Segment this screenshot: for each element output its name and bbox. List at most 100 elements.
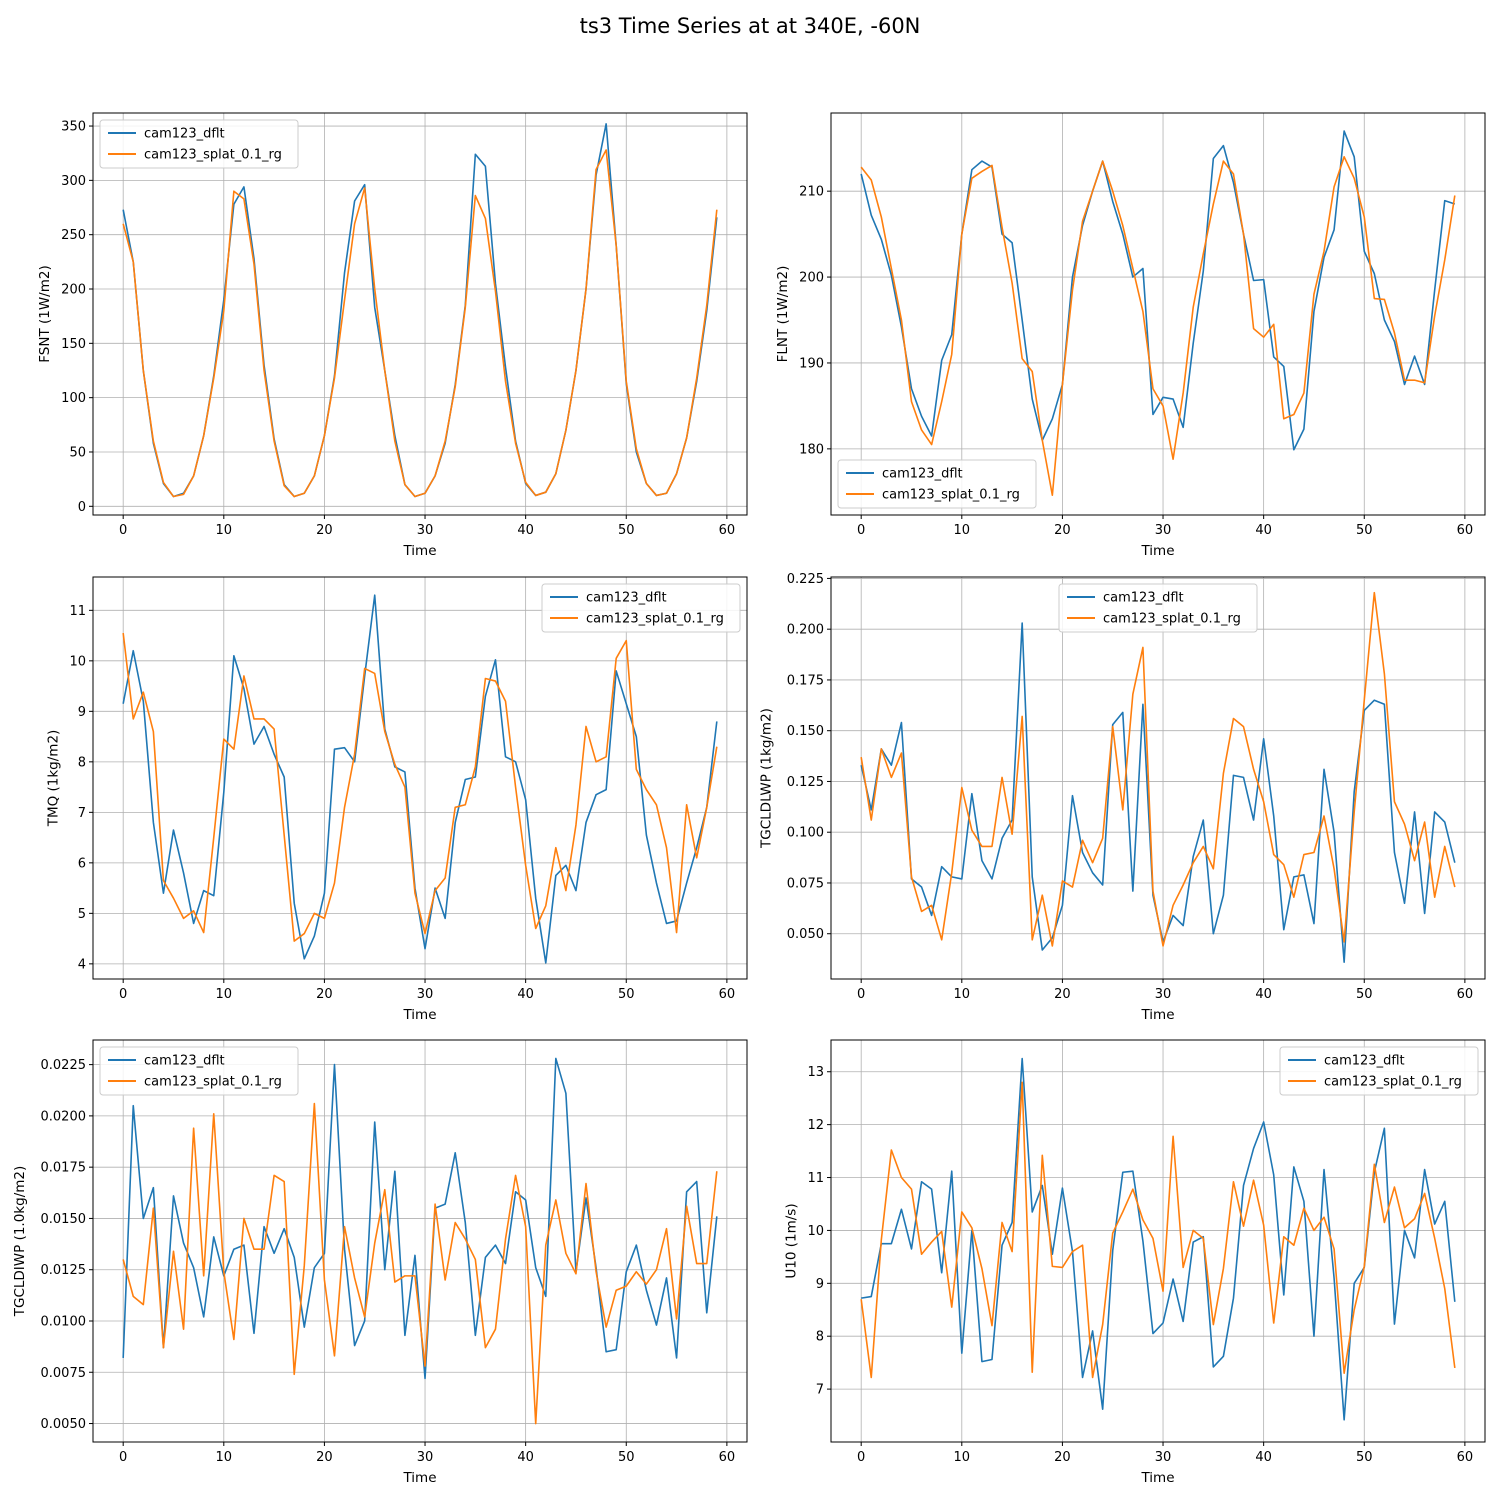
y-tick-label: 0.225 bbox=[787, 572, 824, 587]
series-line-splat bbox=[860, 1081, 1456, 1379]
legend-label: cam123_splat_0.1_rg bbox=[144, 148, 282, 163]
y-tick-label: 9 bbox=[816, 1277, 824, 1292]
x-tick-label: 10 bbox=[216, 1450, 233, 1465]
series-line-dflt bbox=[861, 1057, 1456, 1421]
x-tick-label: 20 bbox=[316, 1450, 333, 1465]
axes-frame bbox=[92, 1039, 748, 1443]
legend: cam123_dflt cam123_splat_0.1_rg bbox=[541, 583, 741, 633]
x-tick-label: 10 bbox=[954, 523, 971, 538]
y-tick-label: 10 bbox=[807, 1224, 824, 1239]
y-axis-label: TMQ (1kg/m2) bbox=[45, 730, 61, 828]
x-tick-label: 0 bbox=[857, 523, 865, 538]
legend-box bbox=[99, 1046, 299, 1096]
x-tick-label: 60 bbox=[719, 987, 736, 1002]
legend-box bbox=[1279, 1046, 1479, 1096]
x-tick-label: 60 bbox=[719, 523, 736, 538]
x-tick-label: 0 bbox=[857, 1450, 865, 1465]
x-axis-label: Time bbox=[1140, 1470, 1174, 1486]
legend-box bbox=[99, 119, 299, 169]
subplot-tgcldiwp: 0 10 20 30 40 50 60 0.0050 0.0075 0.0100 0.0125 0.0… bbox=[12, 1039, 748, 1486]
x-tick-label: 60 bbox=[719, 1450, 736, 1465]
axes-frame bbox=[830, 576, 1486, 980]
y-tick-label: 250 bbox=[61, 228, 86, 243]
x-tick-label: 20 bbox=[1054, 987, 1071, 1002]
y-tick-label: 150 bbox=[61, 337, 86, 352]
x-tick-label: 20 bbox=[316, 523, 333, 538]
y-tick-label: 0.0200 bbox=[41, 1109, 87, 1124]
series-line-splat bbox=[122, 632, 718, 942]
y-tick-label: 13 bbox=[807, 1065, 824, 1080]
x-axis-label: Time bbox=[402, 543, 436, 559]
legend: cam123_dflt cam123_splat_0.1_rg bbox=[1279, 1046, 1479, 1096]
y-tick-label: 0.0075 bbox=[41, 1366, 87, 1381]
y-tick-label: 6 bbox=[78, 856, 86, 871]
y-tick-label: 11 bbox=[807, 1171, 824, 1186]
y-tick-label: 0.0225 bbox=[41, 1058, 87, 1073]
x-tick-label: 0 bbox=[119, 987, 127, 1002]
axes-frame bbox=[92, 112, 748, 516]
legend: cam123_dflt cam123_splat_0.1_rg bbox=[837, 459, 1037, 509]
x-tick-label: 20 bbox=[1054, 523, 1071, 538]
legend-label: cam123_dflt bbox=[1324, 1054, 1405, 1069]
series-line-splat bbox=[860, 591, 1456, 947]
y-tick-label: 190 bbox=[799, 356, 824, 371]
series-line-dflt bbox=[860, 622, 1456, 963]
y-tick-label: 4 bbox=[78, 957, 86, 972]
x-axis-label: Time bbox=[1140, 543, 1174, 559]
y-tick-label: 8 bbox=[816, 1330, 824, 1345]
y-tick-label: 5 bbox=[78, 907, 86, 922]
y-tick-label: 350 bbox=[61, 120, 86, 135]
x-tick-label: 60 bbox=[1457, 987, 1474, 1002]
legend-label: cam123_dflt bbox=[882, 467, 963, 482]
series-line-dflt bbox=[860, 130, 1456, 451]
legend: cam123_dflt cam123_splat_0.1_rg bbox=[99, 119, 299, 169]
y-tick-label: 0.0150 bbox=[41, 1212, 87, 1227]
y-tick-label: 8 bbox=[78, 755, 86, 770]
x-tick-label: 30 bbox=[1155, 1450, 1172, 1465]
y-tick-label: 10 bbox=[69, 654, 86, 669]
legend-label: cam123_dflt bbox=[144, 127, 225, 142]
legend-box bbox=[837, 459, 1037, 509]
y-tick-label: 7 bbox=[816, 1383, 824, 1398]
y-tick-label: 11 bbox=[69, 604, 86, 619]
x-tick-label: 60 bbox=[1457, 523, 1474, 538]
legend-label: cam123_splat_0.1_rg bbox=[144, 1075, 282, 1090]
series-line-splat bbox=[122, 1102, 718, 1425]
subplot-u10: 0 10 20 30 40 50 60 7 8 9 10 11 12 13 Time U10 (1m/s) ca… bbox=[783, 1039, 1486, 1486]
x-tick-label: 10 bbox=[216, 987, 233, 1002]
y-tick-label: 9 bbox=[78, 705, 86, 720]
legend-box bbox=[541, 583, 741, 633]
legend-label: cam123_splat_0.1_rg bbox=[1103, 612, 1241, 627]
subplot-flnt: 0 10 20 30 40 50 60 180 190 200 210 Time FLNT (1W/m2… bbox=[775, 112, 1486, 559]
y-axis-label: U10 (1m/s) bbox=[783, 1203, 799, 1278]
x-tick-label: 50 bbox=[618, 523, 635, 538]
y-tick-label: 0.175 bbox=[787, 673, 824, 688]
y-tick-label: 200 bbox=[799, 271, 824, 286]
subplot-tmq: 0 10 20 30 40 50 60 4 5 6 7 8 9 10 11 Time TMQ (1kg/m2) c… bbox=[45, 576, 748, 1023]
figure-title: ts3 Time Series at at 340E, -60N bbox=[579, 14, 921, 38]
y-tick-label: 0 bbox=[78, 500, 86, 515]
y-axis-label: FLNT (1W/m2) bbox=[775, 266, 791, 363]
y-tick-label: 210 bbox=[799, 185, 824, 200]
series-line-dflt bbox=[122, 594, 718, 964]
x-tick-label: 40 bbox=[1255, 523, 1272, 538]
series-line-splat bbox=[122, 149, 718, 498]
y-tick-label: 12 bbox=[807, 1118, 824, 1133]
x-tick-label: 50 bbox=[618, 1450, 635, 1465]
subplot-tgcldlwp: 0 10 20 30 40 50 60 0.050 0.075 0.100 0.125 0.150 0.… bbox=[759, 572, 1486, 1023]
x-axis-label: Time bbox=[402, 1007, 436, 1023]
axes-frame bbox=[830, 112, 1486, 516]
x-tick-label: 40 bbox=[517, 523, 534, 538]
x-tick-label: 10 bbox=[216, 523, 233, 538]
y-tick-label: 0.0050 bbox=[41, 1417, 87, 1432]
x-tick-label: 30 bbox=[417, 987, 434, 1002]
x-tick-label: 20 bbox=[316, 987, 333, 1002]
x-tick-label: 50 bbox=[1356, 1450, 1373, 1465]
legend-box bbox=[1058, 583, 1258, 633]
y-tick-label: 200 bbox=[61, 283, 86, 298]
x-tick-label: 50 bbox=[1356, 523, 1373, 538]
x-tick-label: 20 bbox=[1054, 1450, 1071, 1465]
x-axis-label: Time bbox=[402, 1470, 436, 1486]
legend-label: cam123_dflt bbox=[144, 1054, 225, 1069]
